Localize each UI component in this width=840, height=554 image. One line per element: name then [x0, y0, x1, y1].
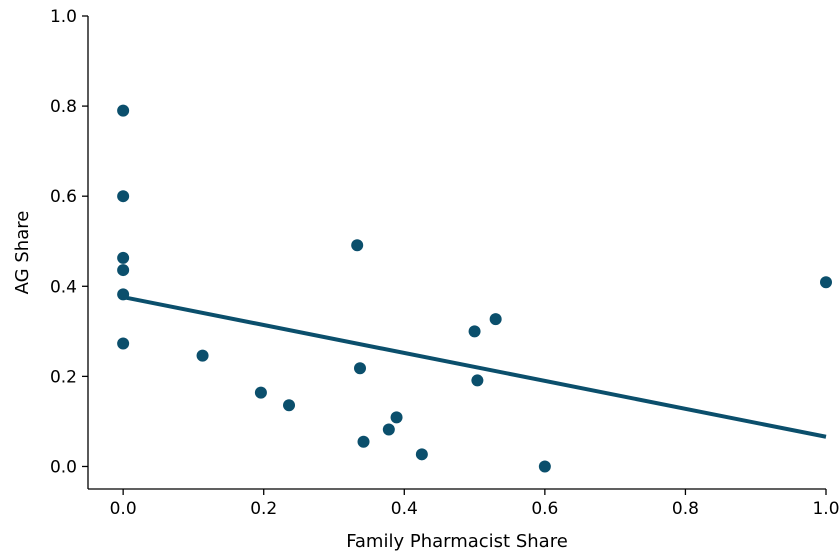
x-tick-label: 0.8 — [672, 499, 699, 519]
data-point — [382, 423, 395, 436]
x-tick-label: 1.0 — [812, 499, 839, 519]
data-point — [117, 337, 130, 350]
data-point — [117, 251, 130, 264]
data-point — [117, 190, 130, 203]
data-point — [471, 374, 484, 387]
data-point — [820, 276, 832, 289]
data-point — [283, 399, 296, 412]
x-axis-label: Family Pharmacist Share — [346, 531, 568, 552]
axes — [87, 16, 826, 490]
x-tick-label: 0.0 — [110, 499, 137, 519]
data-point — [538, 460, 551, 473]
data-point — [254, 386, 267, 399]
y-tick-label: 0.0 — [50, 457, 77, 477]
y-tick-label: 0.8 — [50, 97, 77, 117]
x-tick-label: 0.4 — [391, 499, 418, 519]
data-point — [196, 349, 209, 362]
x-tick-label: 0.2 — [250, 499, 277, 519]
y-ticks: 0.0 0.2 0.4 0.6 0.8 1.0 — [50, 7, 88, 477]
data-point — [117, 264, 130, 277]
data-point — [357, 435, 370, 448]
data-point — [390, 411, 403, 424]
data-point — [468, 325, 481, 338]
data-point — [415, 448, 428, 461]
x-ticks: 0.0 0.2 0.4 0.6 0.8 1.0 — [110, 489, 840, 519]
trend-line — [122, 295, 827, 439]
y-tick-label: 0.4 — [50, 277, 77, 297]
y-axis-label: AG Share — [12, 211, 33, 295]
y-tick-label: 0.6 — [50, 187, 77, 207]
data-point — [354, 362, 367, 375]
data-points — [117, 104, 832, 473]
y-tick-label: 1.0 — [50, 7, 77, 27]
x-tick-label: 0.6 — [531, 499, 558, 519]
data-point — [489, 313, 502, 326]
y-tick-label: 0.2 — [50, 367, 77, 387]
data-point — [351, 239, 364, 252]
data-point — [117, 104, 130, 117]
